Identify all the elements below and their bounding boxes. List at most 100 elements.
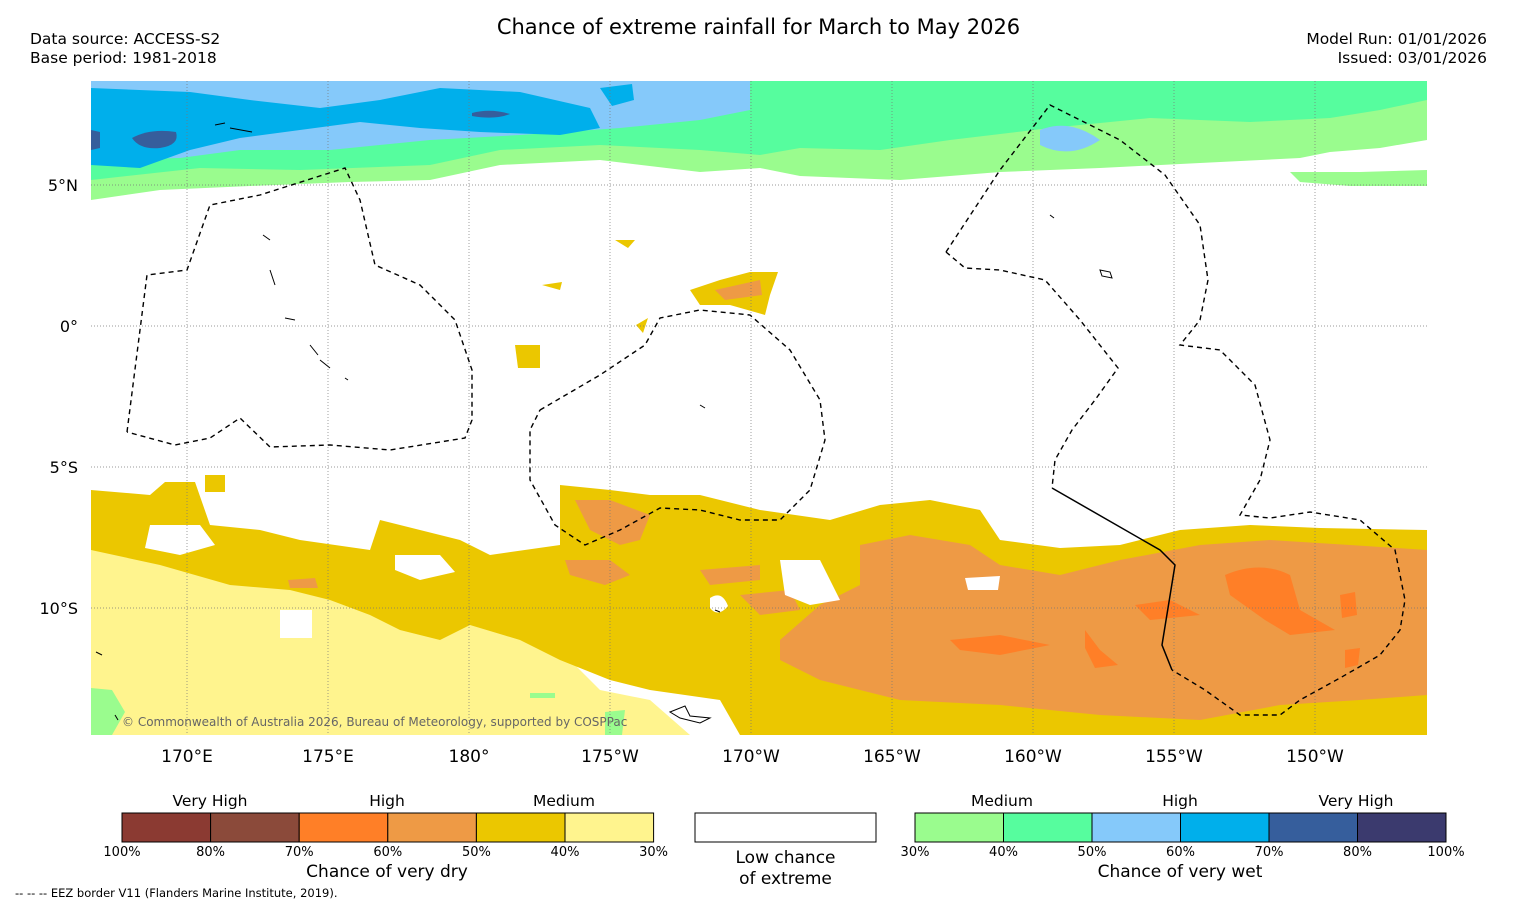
wet-caption: Chance of very wet (1097, 862, 1263, 882)
gap-d (205, 475, 225, 492)
meta-left: Data source: ACCESS-S2 Base period: 1981… (30, 30, 220, 68)
wet-sw-corner (91, 688, 125, 735)
dry-colorbar (121, 812, 655, 843)
copyright-notice: © Commonwealth of Australia 2026, Bureau… (122, 715, 628, 729)
wet-swatch-2 (1091, 812, 1181, 843)
model-run: Model Run: 01/01/2026 (1306, 30, 1487, 48)
low-caption-line1: Low chance (735, 848, 836, 868)
eez-borders (126, 104, 1406, 716)
map-area (91, 81, 1427, 735)
dry-tick-4: 50% (461, 845, 491, 860)
dry-caption: Chance of very dry (306, 862, 468, 882)
gridlines (91, 81, 1427, 735)
solid-border (1051, 487, 1176, 671)
dry-high-orange-e (740, 590, 800, 615)
low-chance-caption: Low chance of extreme (695, 848, 876, 890)
dry-veryhigh-orange-d (1085, 630, 1118, 668)
dry-patch-eq-b (515, 345, 540, 368)
dry-veryhigh-orange (1225, 567, 1335, 635)
dry-tick-6: 30% (639, 845, 669, 860)
dry-swatch-1 (210, 812, 300, 843)
islands (95, 122, 1113, 724)
low-chance-box (694, 812, 877, 843)
dry-veryhigh-orange-e (1340, 592, 1357, 618)
wet-top-north (132, 130, 177, 149)
dry-high-orange-b (575, 500, 650, 545)
wet-top-north-b (472, 110, 510, 118)
wet-veryhigh-north-b (600, 84, 634, 106)
dry-tick-2: 70% (284, 845, 314, 860)
lon-label-150w: 150°W (1286, 747, 1344, 767)
dry-tick-1: 80% (196, 845, 226, 860)
wet-swatch-0 (914, 812, 1004, 843)
lon-label-165w: 165°W (863, 747, 921, 767)
lat-label-10s: 10°S (39, 599, 78, 618)
eez-phoenix (529, 309, 826, 546)
wet-tick-4: 70% (1254, 845, 1284, 860)
lon-label-180: 180° (449, 747, 490, 767)
lon-label-160w: 160°W (1004, 747, 1062, 767)
dry-patch-eq-e (636, 318, 648, 333)
wet-tick-5: 80% (1343, 845, 1372, 860)
gap-a (145, 525, 215, 555)
wet-swatch-3 (1180, 812, 1270, 843)
dry-patch-eq-orange (715, 280, 762, 300)
dry-tick-0: 100% (103, 845, 141, 860)
meta-right: Model Run: 01/01/2026 Issued: 03/01/2026 (1306, 30, 1487, 68)
dry-swatch-3 (387, 812, 477, 843)
wet-top-north-c (91, 130, 100, 150)
lat-label-0: 0° (60, 317, 78, 336)
dry-high-orange-c (565, 560, 630, 585)
gap-g (965, 576, 1000, 590)
base-period: Base period: 1981-2018 (30, 49, 217, 67)
dry-swatch-2 (298, 812, 389, 843)
dry-veryhigh-orange-b (950, 635, 1050, 655)
lat-label-5n: 5°N (48, 176, 78, 195)
dry-tick-3: 60% (373, 845, 403, 860)
lon-label-175w: 175°W (581, 747, 639, 767)
wet-swatch-4 (1268, 812, 1358, 843)
wet-tick-6: 100% (1427, 845, 1465, 860)
lon-label-155w: 155°W (1145, 747, 1203, 767)
dry-label-medium: Medium (533, 792, 595, 810)
wet-label-medium: Medium (971, 792, 1033, 810)
wet-swatch-1 (1003, 812, 1093, 843)
wet-label-high: High (1162, 792, 1198, 810)
wet-high-north-b (1040, 125, 1100, 152)
wet-tick-0: 30% (900, 845, 930, 860)
wet-sw-patch-b (530, 693, 555, 698)
dry-label-high: High (369, 792, 405, 810)
chart-title: Chance of extreme rainfall for March to … (496, 15, 1021, 39)
dry-medium-pale (91, 550, 690, 735)
dry-label-very-high: Very High (172, 792, 248, 810)
issued-date: Issued: 03/01/2026 (1337, 49, 1487, 67)
wet-medium-north-b (1290, 170, 1427, 186)
dry-swatch-0 (121, 812, 212, 843)
lon-label-175e: 175°E (302, 747, 354, 767)
dry-high-orange-d (700, 565, 760, 585)
lon-label-170w: 170°W (722, 747, 780, 767)
dry-swatch-4 (475, 812, 566, 843)
lon-label-170e: 170°E (161, 747, 213, 767)
dry-tick-5: 40% (550, 845, 580, 860)
wet-tick-3: 60% (1166, 845, 1195, 860)
eez-line-islands-inner (945, 251, 1119, 489)
wet-sw-patch (605, 710, 625, 735)
wet-label-very-high: Very High (1318, 792, 1394, 810)
data-source: Data source: ACCESS-S2 (30, 30, 221, 48)
dry-swatch-5 (564, 812, 655, 843)
wet-swatch-5 (1357, 812, 1447, 843)
gap-e (280, 610, 312, 638)
eez-footnote: -- -- -- EEZ border V11 (Flanders Marine… (15, 886, 338, 900)
eez-tuvalu-kiribati-w (126, 167, 473, 451)
low-caption-line2: of extreme (739, 869, 832, 889)
dry-patch-eq-c (615, 240, 635, 248)
wet-tick-2: 50% (1077, 845, 1107, 860)
wet-veryhigh-north (91, 88, 600, 168)
eez-line-islands (945, 104, 1406, 716)
wet-colorbar (914, 812, 1447, 843)
dry-high-orange-f (288, 578, 318, 588)
gap-b (395, 555, 455, 580)
gap-c (780, 560, 840, 605)
